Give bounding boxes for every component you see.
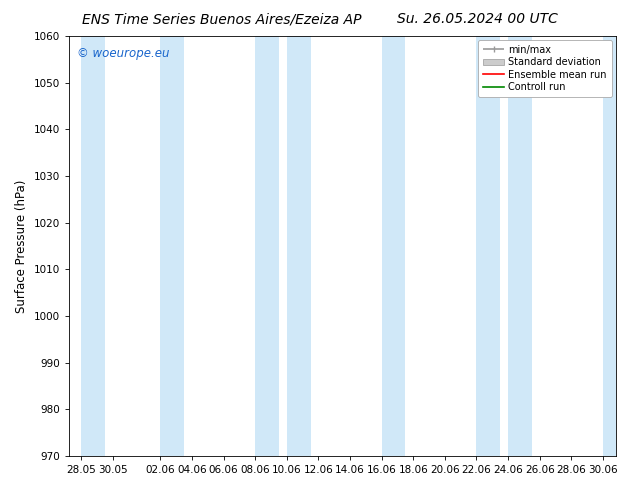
- Bar: [287, 36, 311, 456]
- Text: ENS Time Series Buenos Aires/Ezeiza AP: ENS Time Series Buenos Aires/Ezeiza AP: [82, 12, 362, 26]
- Bar: [477, 36, 500, 456]
- Bar: [508, 36, 532, 456]
- Text: © woeurope.eu: © woeurope.eu: [77, 47, 169, 60]
- Bar: [82, 36, 105, 456]
- Y-axis label: Surface Pressure (hPa): Surface Pressure (hPa): [15, 179, 28, 313]
- Bar: [160, 36, 184, 456]
- Legend: min/max, Standard deviation, Ensemble mean run, Controll run: min/max, Standard deviation, Ensemble me…: [478, 40, 612, 97]
- Text: Su. 26.05.2024 00 UTC: Su. 26.05.2024 00 UTC: [397, 12, 558, 26]
- Bar: [256, 36, 279, 456]
- Bar: [382, 36, 405, 456]
- Bar: [603, 36, 626, 456]
